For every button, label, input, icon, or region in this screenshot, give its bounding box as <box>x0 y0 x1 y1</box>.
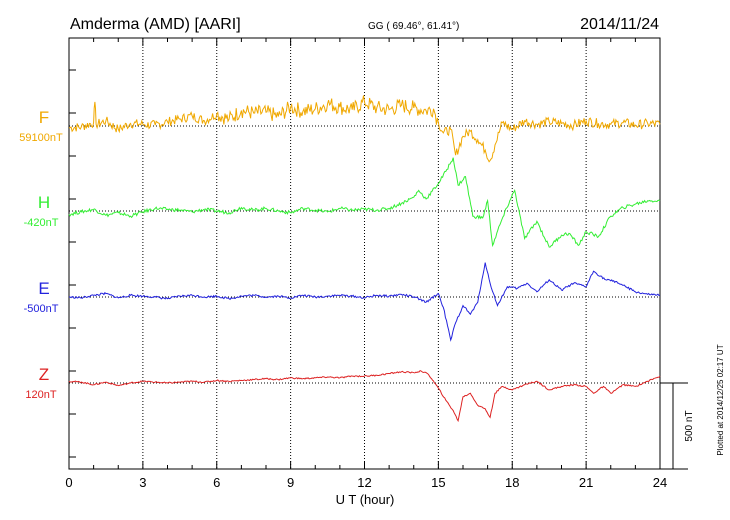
series-line-e <box>69 262 661 342</box>
scale-bar: 500 nT <box>660 382 695 470</box>
series-baseline-e: -500nT <box>24 303 59 315</box>
series-baseline-f: 59100nT <box>19 132 63 144</box>
date-label: 2014/11/24 <box>580 16 659 33</box>
x-tick-label: 9 <box>287 475 294 490</box>
series-name-h: H <box>38 193 50 212</box>
x-tick-label: 0 <box>65 475 72 490</box>
series-baseline-z: 120nT <box>25 389 56 401</box>
x-tick-label: 15 <box>431 475 445 490</box>
axis-ticks: 0 3 6 9 12 15 18 21 24 <box>65 38 667 490</box>
grid-lines <box>69 38 660 469</box>
x-axis-label: U T (hour) <box>336 492 395 507</box>
x-tick-label: 24 <box>653 475 667 490</box>
series-name-e: E <box>38 279 49 298</box>
series-line-h <box>68 157 661 248</box>
series-name-z: Z <box>39 365 49 384</box>
plotted-at-note: Plotted at 2014/12/25 02:17 UT <box>716 344 725 455</box>
x-tick-label: 6 <box>213 475 220 490</box>
x-tick-label: 12 <box>357 475 371 490</box>
scale-bar-label: 500 nT <box>684 410 695 441</box>
series-labels: F 59100nT H -420nT E -500nT Z 120nT <box>19 108 63 401</box>
x-tick-label: 21 <box>579 475 593 490</box>
x-tick-label: 3 <box>139 475 146 490</box>
series-line-z <box>68 369 661 423</box>
x-tick-label: 18 <box>505 475 519 490</box>
series-layer <box>68 95 661 423</box>
station-coordinates: GG ( 69.46°, 61.41°) <box>368 21 459 32</box>
series-name-f: F <box>39 108 49 127</box>
station-title: Amderma (AMD) [AARI] <box>70 16 241 33</box>
series-line-f <box>69 95 661 163</box>
series-baseline-h: -420nT <box>24 217 59 229</box>
